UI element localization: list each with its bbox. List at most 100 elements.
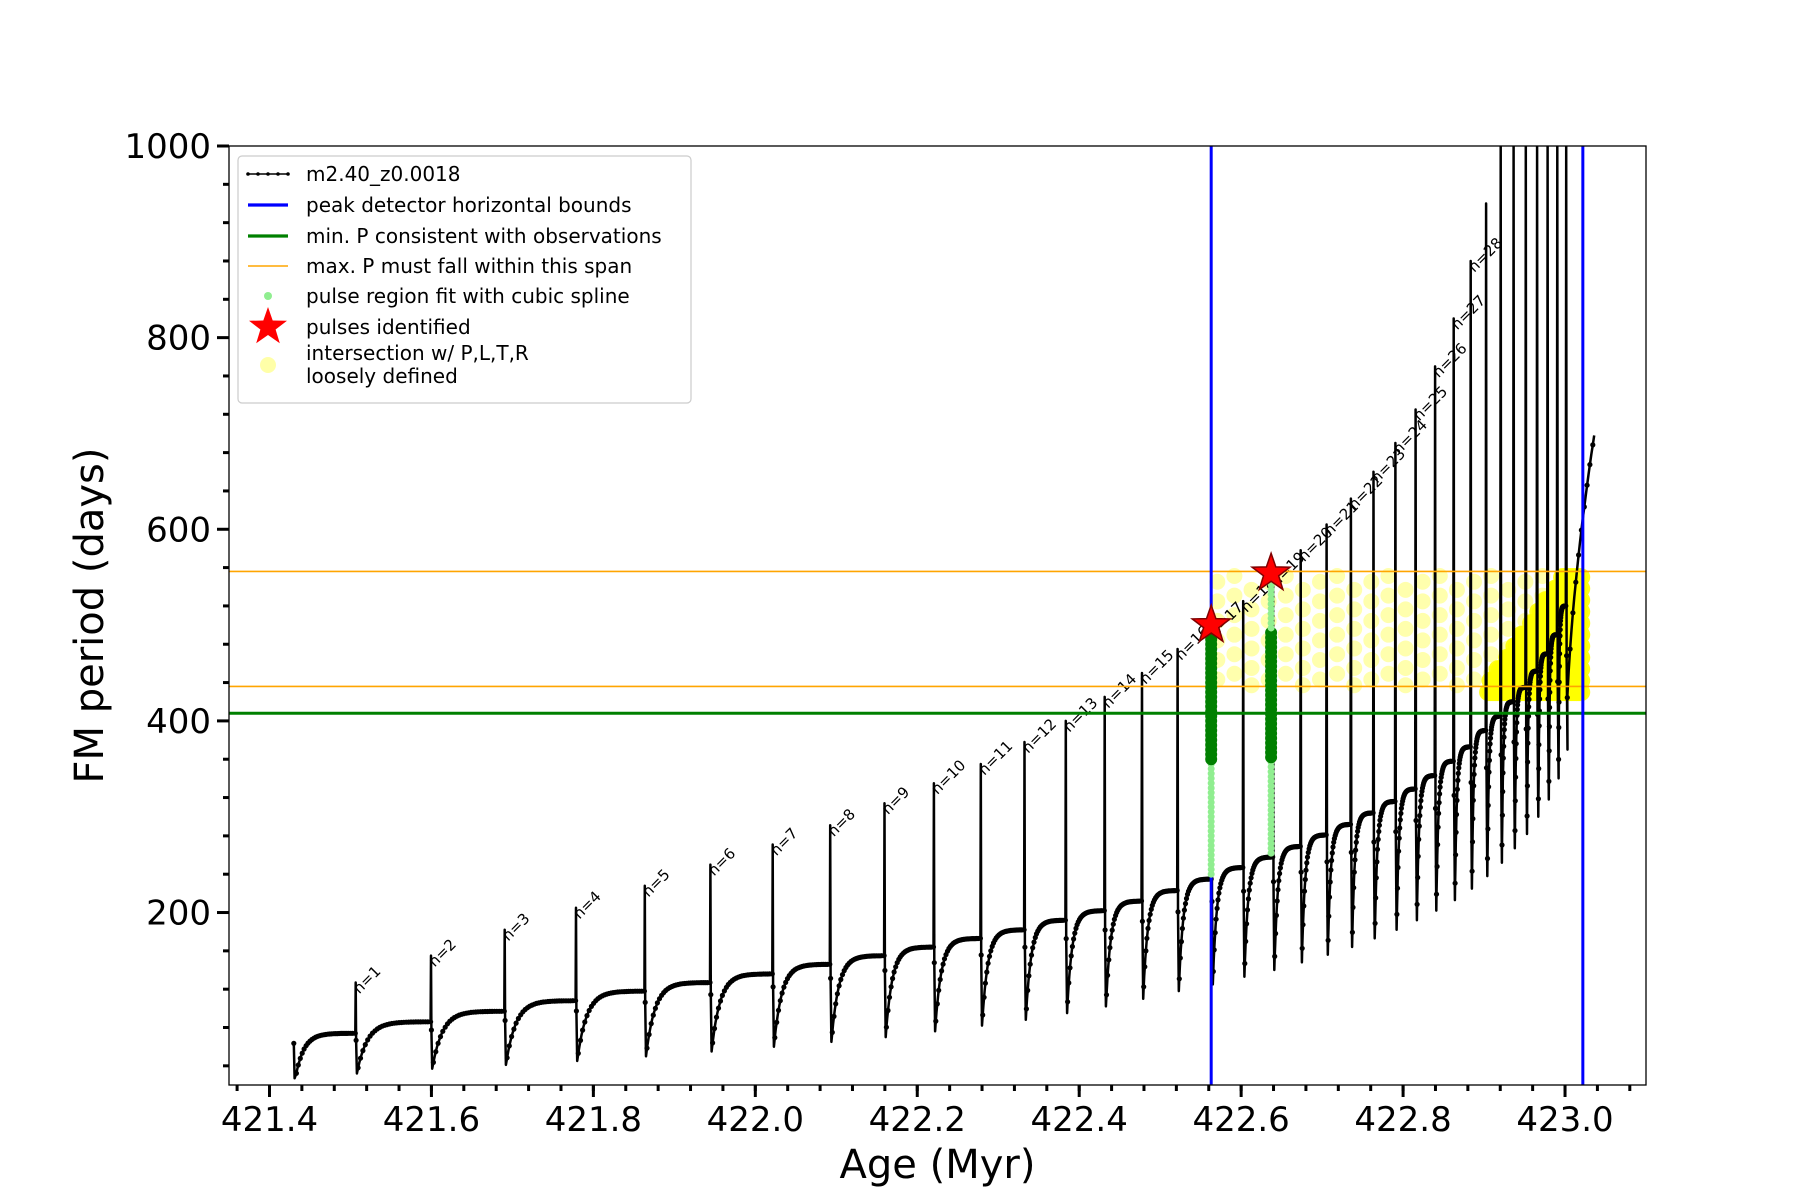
track-point (1416, 823, 1422, 829)
track-point (433, 1049, 439, 1055)
track-point (1485, 802, 1491, 809)
track-point (1500, 789, 1506, 795)
track-point (1242, 960, 1248, 967)
spline-point (1267, 801, 1275, 809)
spline-point (1207, 774, 1215, 782)
track-point (1417, 804, 1423, 810)
track-point (1471, 771, 1477, 777)
track-point (1415, 853, 1421, 859)
track-point (1398, 805, 1404, 811)
intersection-point (1363, 671, 1380, 688)
track-point (1247, 880, 1253, 886)
spline-point (1267, 820, 1275, 828)
track-point (575, 1050, 581, 1056)
track-point (1304, 854, 1311, 860)
track-point (1352, 857, 1358, 863)
intersection-point (1397, 601, 1414, 618)
intersection-point (1346, 581, 1363, 598)
track-point (1502, 721, 1508, 727)
intersection-point (1243, 620, 1260, 637)
track-point (1394, 885, 1401, 891)
spline-point (1267, 849, 1275, 857)
track-point (984, 969, 990, 975)
track-point (1392, 798, 1398, 805)
track-point (888, 984, 894, 990)
legend-handle-dot (246, 172, 250, 176)
track-point (828, 975, 834, 981)
track-point (1145, 925, 1151, 932)
track-point (1487, 748, 1493, 754)
track-point (1106, 957, 1112, 963)
track-point (1450, 758, 1456, 764)
track-point (293, 1070, 299, 1076)
intersection-point (1294, 677, 1311, 694)
track-point (980, 1012, 986, 1018)
track-point (1556, 663, 1562, 669)
track-point (1397, 825, 1403, 831)
track-point (941, 956, 948, 962)
x-tick-label: 423.0 (1516, 1100, 1613, 1140)
track-point (1248, 875, 1254, 881)
track-point (1456, 765, 1462, 771)
track-point (1557, 651, 1563, 657)
track-point (652, 1005, 659, 1011)
track-point (1244, 907, 1251, 913)
track-point (1467, 744, 1473, 750)
intersection-point (1466, 612, 1483, 629)
spline-point (1207, 870, 1215, 878)
track-point (582, 1019, 588, 1025)
track-point (1500, 770, 1506, 776)
track-point (1436, 810, 1442, 817)
track-point (1501, 734, 1507, 740)
track-point (1556, 699, 1562, 705)
track-point (1412, 786, 1418, 792)
track-point (1217, 885, 1223, 891)
spline-point (1267, 772, 1275, 780)
track-point (1303, 867, 1309, 873)
track-point (1302, 876, 1308, 883)
spline-point (1267, 787, 1275, 795)
track-point (1587, 462, 1593, 468)
intersection-point (1226, 587, 1243, 604)
track-point (362, 1042, 368, 1048)
spline-point (1207, 798, 1215, 806)
track-point (931, 960, 937, 966)
track-point (506, 1043, 512, 1049)
legend-handle-dot (266, 172, 270, 176)
track-point (1501, 727, 1507, 733)
spline-point (1267, 830, 1275, 838)
track-point (1270, 879, 1277, 885)
track-point (1071, 936, 1077, 942)
track-point (1537, 696, 1543, 702)
track-point (1030, 945, 1036, 951)
track-point (1547, 704, 1553, 711)
track-point (839, 972, 846, 978)
track-point (641, 988, 648, 994)
track-point (939, 968, 945, 974)
track-point (1142, 964, 1148, 970)
track-point (1394, 911, 1400, 917)
x-tick-label: 422.6 (1192, 1100, 1289, 1140)
track-point (831, 1013, 837, 1020)
track-point (1486, 757, 1492, 764)
track-point (295, 1062, 301, 1068)
track-point (1469, 839, 1476, 845)
intersection-point (1226, 568, 1243, 585)
track-point (1350, 904, 1356, 911)
track-point (511, 1026, 517, 1032)
y-tick-label: 1000 (124, 127, 211, 167)
track-point (1438, 779, 1444, 785)
legend-label: pulses identified (306, 315, 471, 339)
track-point (1138, 898, 1145, 904)
track-point (1274, 898, 1280, 904)
intersection-point (1277, 646, 1294, 663)
x-tick-label: 422.8 (1354, 1100, 1451, 1140)
intersection-point (1448, 677, 1465, 694)
track-point (1537, 679, 1543, 685)
legend-label: min. P consistent with observations (306, 224, 662, 248)
spline-point (1267, 806, 1275, 814)
track-point (777, 998, 783, 1004)
spline-point (1267, 619, 1275, 627)
spline-point (1267, 624, 1275, 632)
